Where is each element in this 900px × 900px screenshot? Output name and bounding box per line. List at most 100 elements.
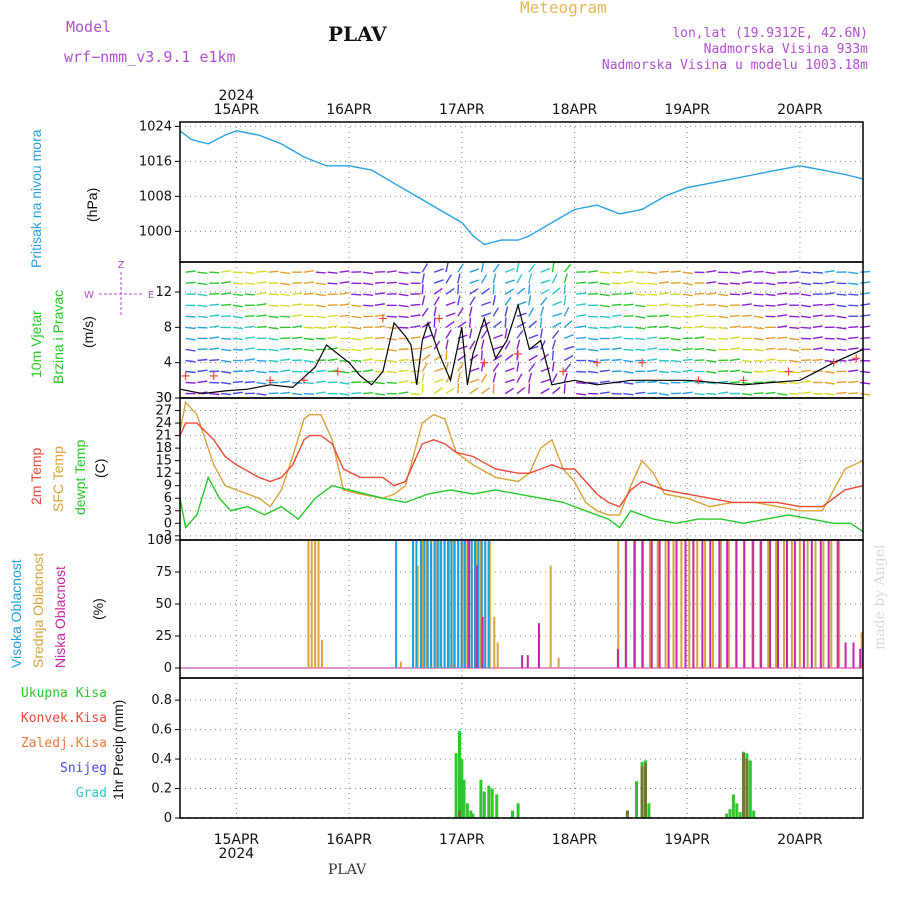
mid-cloud-bar — [860, 632, 863, 668]
wind-arrow — [729, 358, 740, 362]
wind-arrow — [647, 282, 658, 286]
top-x-tick-label: 17APR — [439, 102, 485, 118]
wind-arrow — [587, 281, 598, 284]
wind-arrow — [528, 307, 535, 317]
wind-arrow — [303, 392, 315, 395]
wind-arrow — [741, 392, 752, 396]
wind-panel-frame — [179, 261, 864, 399]
wind-arrow — [777, 281, 788, 284]
wind-arrow — [563, 284, 566, 295]
wind-arrow — [445, 288, 455, 295]
low-cloud-bar — [650, 540, 653, 668]
wind-arrow — [421, 284, 424, 295]
wind-arrow — [197, 348, 208, 351]
wind-arrow — [623, 392, 634, 396]
wind-arrow — [658, 292, 669, 295]
wind-arrow — [789, 337, 800, 341]
wind-arrow — [694, 359, 705, 362]
wind-arrow — [433, 328, 438, 339]
pressure-line — [179, 130, 864, 246]
wind-arrow — [315, 369, 326, 373]
wind-arrow — [647, 293, 658, 296]
wind-arrow — [765, 304, 776, 307]
wind-arrow — [551, 350, 554, 361]
temp-ytick-label: -3 — [159, 529, 172, 544]
mid-cloud-bar — [712, 540, 714, 668]
low-cloud-bar — [667, 540, 670, 668]
wind-arrow — [599, 326, 610, 329]
wind-arrow — [682, 358, 693, 362]
wind-arrow — [765, 293, 776, 297]
wind-arrow — [185, 337, 196, 341]
wind-arrow — [197, 282, 208, 286]
wind-arrow — [623, 315, 634, 317]
wind-arrow — [220, 270, 232, 273]
wind-arrow — [303, 381, 314, 385]
wind-arrow — [576, 336, 587, 340]
low-cloud-bar — [827, 540, 830, 668]
wind-arrow — [777, 336, 788, 340]
wind-arrow — [670, 281, 681, 284]
precip-total-bar — [471, 813, 475, 818]
wind-arrow — [457, 307, 464, 317]
wind-arrow — [836, 326, 847, 330]
cloud-ytick-label: 25 — [155, 629, 172, 644]
wind-arrow — [457, 321, 467, 328]
wind-arrow — [492, 307, 499, 317]
wind-arrow — [563, 372, 568, 383]
wind-arrow — [540, 340, 546, 350]
wind-arrow — [351, 359, 362, 362]
wind-arrow — [635, 282, 646, 285]
precip-ytick-label: 0 — [164, 811, 172, 826]
wind-arrow — [280, 315, 291, 318]
wind-arrow — [623, 381, 634, 385]
bottom-x-tick-label: 20APR — [777, 832, 823, 848]
wind-arrow — [220, 370, 232, 374]
wind-arrow — [433, 268, 444, 273]
wind-arrow — [209, 271, 220, 274]
wind-arrow — [741, 326, 752, 329]
wind-arrow — [339, 348, 350, 351]
wind-arrow — [635, 326, 646, 330]
wind-arrow — [658, 325, 669, 329]
wind-arrow — [706, 326, 717, 329]
mid-cloud-bar — [775, 540, 778, 668]
low-cloud-bar — [852, 642, 855, 668]
wind-arrow — [860, 392, 871, 396]
precip-total-bar — [458, 731, 461, 818]
wind-arrow — [280, 293, 291, 297]
wind-arrow — [528, 263, 536, 273]
high-cloud-bar — [433, 540, 436, 668]
wind-arrow — [315, 391, 326, 395]
low-cloud-bar — [468, 540, 471, 668]
wind-arrow — [824, 281, 835, 284]
wind-arrow — [812, 303, 823, 306]
wind-arrow — [587, 315, 599, 318]
wind-arrow — [445, 329, 452, 339]
wind-arrow — [185, 326, 196, 330]
wind-arrow — [812, 325, 823, 329]
wind-arrow — [611, 271, 622, 274]
low-cloud-bar — [777, 540, 779, 668]
mid-cloud-bar — [314, 540, 317, 668]
mid-cloud-bar — [493, 616, 496, 668]
wind-arrow — [718, 391, 729, 395]
wind-arrow — [848, 347, 859, 351]
wind-arrow — [504, 328, 508, 339]
mid-cloud-bar — [416, 565, 419, 668]
wind-arrow — [504, 387, 514, 395]
mid-cloud-bar — [688, 540, 691, 668]
low-cloud-bar — [684, 540, 687, 668]
wind-arrow — [789, 281, 800, 284]
wind-arrow — [563, 363, 572, 372]
wind-arrow — [445, 373, 453, 383]
wind-arrow — [564, 345, 575, 351]
wind-arrow — [694, 292, 705, 295]
high-cloud-bar — [419, 540, 422, 668]
wind-arrow — [280, 271, 291, 275]
wind-arrow — [753, 392, 764, 395]
wind-arrow — [457, 383, 460, 394]
wind-arrow — [480, 373, 488, 383]
wind-arrow — [469, 306, 473, 317]
wind-arrow — [670, 326, 681, 330]
